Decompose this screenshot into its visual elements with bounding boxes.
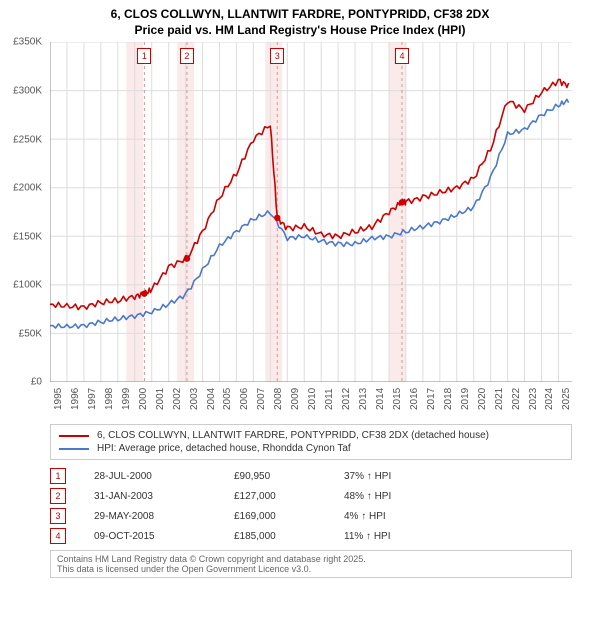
marker-pct: 37% ↑ HPI — [344, 471, 454, 482]
x-tick-label: 2008 — [273, 388, 284, 410]
x-tick-label: 2013 — [358, 388, 369, 410]
x-tick-label: 2002 — [172, 388, 183, 410]
x-tick-label: 2006 — [239, 388, 250, 410]
title-line-2: Price paid vs. HM Land Registry's House … — [8, 22, 592, 38]
legend: 6, CLOS COLLWYN, LLANTWIT FARDRE, PONTYP… — [50, 424, 572, 460]
marker-number: 4 — [50, 528, 66, 544]
y-tick-label: £50K — [19, 328, 42, 339]
x-tick-label: 1996 — [70, 388, 81, 410]
marker-pct: 11% ↑ HPI — [344, 531, 454, 542]
y-tick-label: £0 — [31, 377, 42, 388]
x-tick-label: 2019 — [460, 388, 471, 410]
y-tick-label: £100K — [13, 280, 42, 291]
marker-row: 1 28-JUL-2000£90,95037% ↑ HPI — [50, 466, 572, 486]
legend-swatch — [59, 435, 89, 437]
x-tick-label: 2011 — [324, 389, 335, 411]
legend-swatch — [59, 448, 89, 450]
chart-container: 6, CLOS COLLWYN, LLANTWIT FARDRE, PONTYP… — [0, 0, 600, 578]
marker-row: 3 29-MAY-2008£169,0004% ↑ HPI — [50, 506, 572, 526]
x-axis: 1995 1996 1997 1998 1999 2000 2001 2002 2003 2004… — [50, 382, 572, 414]
x-tick-label: 2014 — [375, 388, 386, 410]
marker-price: £169,000 — [234, 511, 344, 522]
marker-row: 4 09-OCT-2015£185,00011% ↑ HPI — [50, 526, 572, 546]
x-tick-label: 2022 — [511, 388, 522, 410]
y-tick-label: £350K — [13, 37, 42, 48]
title-line-1: 6, CLOS COLLWYN, LLANTWIT FARDRE, PONTYP… — [8, 6, 592, 22]
x-tick-label: 2025 — [561, 388, 572, 410]
x-tick-label: 2001 — [155, 388, 166, 410]
footer-attribution: Contains HM Land Registry data © Crown c… — [50, 550, 572, 578]
sale-marker-label: 1 — [137, 48, 151, 64]
sale-marker-label: 3 — [270, 48, 284, 64]
footer-line-2: This data is licensed under the Open Gov… — [57, 564, 565, 574]
x-tick-label: 2017 — [426, 388, 437, 410]
y-tick-label: £150K — [13, 231, 42, 242]
plot-area: £0£50K£100K£150K£200K£250K£300K£350K 123… — [50, 42, 572, 382]
chart-title: 6, CLOS COLLWYN, LLANTWIT FARDRE, PONTYP… — [0, 0, 600, 42]
legend-item: HPI: Average price, detached house, Rhon… — [59, 442, 563, 455]
x-tick-label: 2009 — [290, 388, 301, 410]
x-tick-label: 2015 — [392, 388, 403, 410]
marker-date: 09-OCT-2015 — [94, 531, 234, 542]
x-tick-label: 2023 — [528, 388, 539, 410]
marker-price: £127,000 — [234, 491, 344, 502]
x-tick-label: 2012 — [341, 388, 352, 410]
footer-line-1: Contains HM Land Registry data © Crown c… — [57, 554, 565, 564]
marker-number: 2 — [50, 488, 66, 504]
x-tick-label: 2007 — [256, 388, 267, 410]
sale-marker-label: 2 — [180, 48, 194, 64]
y-axis: £0£50K£100K£150K£200K£250K£300K£350K — [0, 42, 46, 382]
marker-price: £185,000 — [234, 531, 344, 542]
marker-date: 29-MAY-2008 — [94, 511, 234, 522]
x-tick-label: 2005 — [222, 388, 233, 410]
legend-label: 6, CLOS COLLWYN, LLANTWIT FARDRE, PONTYP… — [97, 430, 489, 441]
x-tick-label: 2021 — [494, 388, 505, 410]
marker-date: 31-JAN-2003 — [94, 491, 234, 502]
marker-pct: 48% ↑ HPI — [344, 491, 454, 502]
legend-label: HPI: Average price, detached house, Rhon… — [97, 443, 351, 454]
marker-pct: 4% ↑ HPI — [344, 511, 454, 522]
x-tick-label: 2000 — [138, 388, 149, 410]
x-tick-label: 1997 — [87, 388, 98, 410]
x-tick-label: 1999 — [121, 388, 132, 410]
x-tick-label: 2024 — [544, 388, 555, 410]
x-tick-label: 2016 — [409, 388, 420, 410]
x-tick-label: 1998 — [104, 388, 115, 410]
y-tick-label: £300K — [13, 85, 42, 96]
sale-marker-label: 4 — [395, 48, 409, 64]
y-tick-label: £250K — [13, 134, 42, 145]
marker-number: 3 — [50, 508, 66, 524]
markers-table: 1 28-JUL-2000£90,95037% ↑ HPI 2 31-JAN-2003… — [50, 466, 572, 546]
marker-date: 28-JUL-2000 — [94, 471, 234, 482]
marker-row: 2 31-JAN-2003£127,00048% ↑ HPI — [50, 486, 572, 506]
x-tick-label: 2004 — [206, 388, 217, 410]
x-tick-label: 2020 — [477, 388, 488, 410]
x-tick-label: 1995 — [53, 388, 64, 410]
marker-price: £90,950 — [234, 471, 344, 482]
x-tick-label: 2003 — [189, 388, 200, 410]
x-tick-label: 2010 — [307, 388, 318, 410]
plot-svg — [50, 42, 572, 382]
x-tick-label: 2018 — [443, 388, 454, 410]
marker-number: 1 — [50, 468, 66, 484]
legend-item: 6, CLOS COLLWYN, LLANTWIT FARDRE, PONTYP… — [59, 429, 563, 442]
y-tick-label: £200K — [13, 183, 42, 194]
